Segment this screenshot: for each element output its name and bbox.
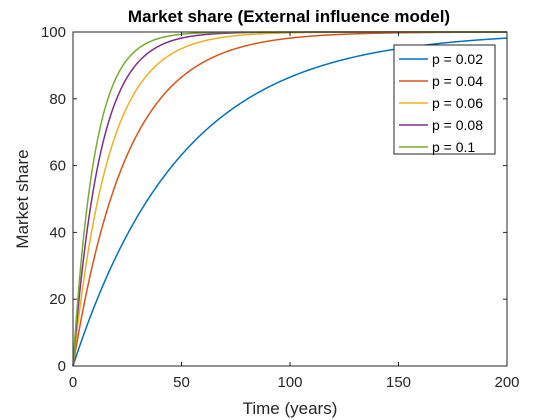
legend-label-2: p = 0.04 (432, 73, 483, 89)
y-tick-label: 0 (58, 358, 66, 375)
legend-box (393, 44, 496, 155)
chart-title: Market share (External influence model) (128, 7, 450, 26)
y-tick-label: 60 (49, 158, 66, 175)
legend-label-1: p = 0.02 (432, 51, 483, 67)
y-tick-label: 100 (41, 24, 66, 41)
x-tick-label: 0 (69, 374, 77, 391)
legend-label-4: p = 0.08 (432, 117, 483, 133)
series-line-1 (72, 37, 508, 367)
y-tick-label: 80 (49, 91, 66, 108)
legend-label-3: p = 0.06 (432, 95, 483, 111)
legend: p = 0.02 p = 0.04 p = 0.06 p = 0.08 p = 0.1 (393, 44, 496, 155)
x-axis-label: Time (years) (243, 399, 338, 418)
y-axis-ticks: 0 20 40 60 80 100 (41, 24, 507, 375)
y-tick-label: 20 (49, 291, 66, 308)
x-tick-label: 50 (173, 374, 190, 391)
x-axis-ticks: 0 50 100 150 200 (69, 32, 520, 391)
y-tick-label: 40 (49, 224, 66, 241)
legend-label-5: p = 0.1 (432, 139, 475, 155)
x-tick-label: 200 (494, 374, 519, 391)
y-axis-label: Market share (13, 149, 32, 248)
x-tick-label: 100 (277, 374, 302, 391)
x-tick-label: 150 (386, 374, 411, 391)
